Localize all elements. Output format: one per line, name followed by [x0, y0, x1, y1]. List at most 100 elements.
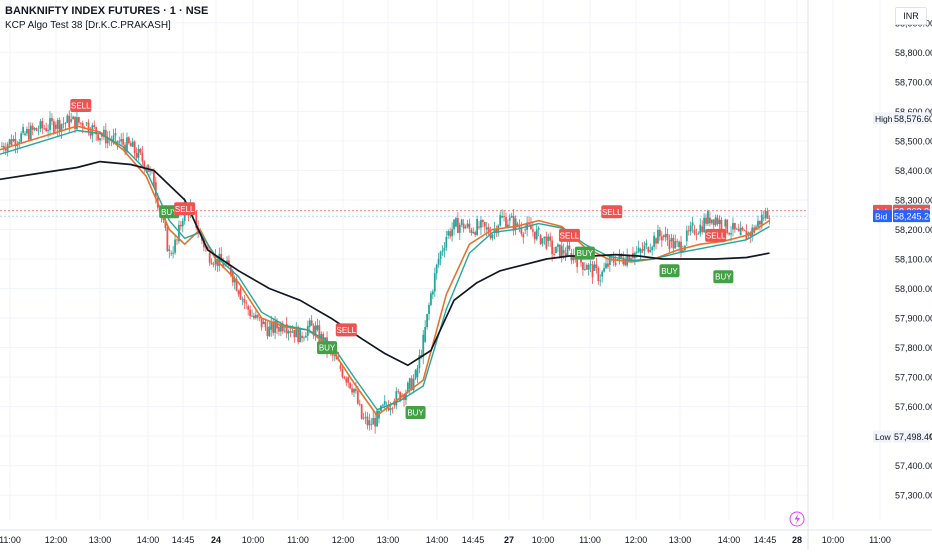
signal-label: SELL [71, 101, 91, 110]
candle-body [22, 127, 24, 134]
candle-body [591, 264, 594, 278]
price-label-name: High [875, 114, 893, 124]
signal-box [558, 228, 580, 242]
candle-body [289, 331, 292, 333]
candle-body [414, 370, 417, 379]
candle-body [431, 291, 434, 295]
x-tick-label: 13:00 [377, 535, 400, 545]
candle-body [170, 253, 173, 254]
candle-body [208, 253, 211, 263]
candle-body [726, 219, 729, 234]
signal-label: BUY [715, 273, 732, 282]
candle-body [557, 244, 559, 247]
candle-body [522, 233, 525, 238]
candle-body [77, 117, 80, 123]
candle-body [260, 318, 263, 328]
candle-body [551, 240, 554, 255]
candle-body [481, 220, 484, 222]
candle-body [85, 122, 88, 124]
x-tick-label: 27 [504, 535, 514, 545]
x-tick-label: 28 [792, 535, 802, 545]
x-tick-label: 24 [211, 535, 221, 545]
price-label-bid: 58,245.20 Bid [873, 210, 932, 223]
candle-body [645, 242, 648, 246]
event-lightning-icon [789, 511, 805, 527]
candle-body [62, 123, 65, 125]
candle-body [587, 264, 590, 270]
candle-body [285, 323, 288, 334]
candle-body [468, 223, 471, 229]
candle-body [60, 124, 63, 132]
candle-body [39, 121, 42, 130]
candle-body [480, 220, 482, 228]
candle-body [322, 333, 325, 346]
candle-body [381, 404, 384, 406]
candle-body [14, 138, 17, 147]
candle-body [689, 225, 692, 232]
x-tick-label: 14:45 [462, 535, 485, 545]
candle-body [693, 229, 696, 234]
candle-body [520, 227, 523, 234]
candle-body [281, 323, 284, 332]
candle-body [643, 245, 646, 251]
x-tick-label: 14:00 [137, 535, 160, 545]
candle-body [133, 141, 136, 154]
candle-body [453, 219, 455, 230]
candle-body [707, 210, 709, 224]
candle-body [70, 119, 73, 122]
candle-body [153, 171, 155, 187]
candle-body [222, 262, 225, 268]
sell-signal: SELL [335, 323, 357, 337]
candle-body [26, 129, 28, 134]
candle-body [139, 149, 142, 153]
candle-body [216, 259, 219, 266]
candle-body [433, 273, 436, 292]
candle-body [474, 231, 477, 235]
y-tick-label: 58,700.00 [895, 77, 932, 87]
candle-body [558, 244, 561, 258]
candle-body [54, 124, 57, 129]
candle-body [603, 268, 605, 272]
candle-body [102, 129, 105, 137]
sell-signal: SELL [70, 98, 92, 112]
candle-body [383, 401, 386, 405]
candle-body [664, 233, 667, 238]
y-tick-label: 58,100.00 [895, 255, 932, 265]
candle-body [12, 138, 15, 141]
candle-body [301, 335, 303, 339]
candle-body [466, 223, 469, 227]
candle-body [310, 320, 313, 326]
candle-body [395, 391, 398, 406]
candle-body [628, 255, 630, 261]
vwap-line [0, 160, 770, 367]
candle-body [514, 218, 517, 230]
candle-body [214, 256, 217, 265]
currency-button[interactable]: INR [895, 7, 927, 25]
candle-body [295, 326, 298, 338]
candle-body [510, 215, 513, 218]
x-tick-label: 10:00 [532, 535, 555, 545]
candle-body [537, 227, 540, 230]
candle-body [389, 408, 392, 411]
candle-body [249, 309, 251, 317]
signal-box [405, 406, 426, 420]
candle-body [368, 420, 371, 426]
candle-body [660, 236, 663, 241]
candle-body [101, 134, 103, 137]
candle-body [583, 269, 586, 270]
candle-body [72, 116, 75, 120]
candle-body [735, 228, 738, 230]
candle-body [1, 145, 3, 147]
candle-body [472, 231, 475, 234]
candle-body [535, 229, 538, 240]
candle-body [89, 132, 92, 136]
candle-body [568, 245, 571, 250]
candle-body [195, 211, 198, 228]
y-tick-label: 58,400.00 [895, 166, 932, 176]
candle-body [268, 326, 271, 337]
candle-body [166, 228, 169, 251]
